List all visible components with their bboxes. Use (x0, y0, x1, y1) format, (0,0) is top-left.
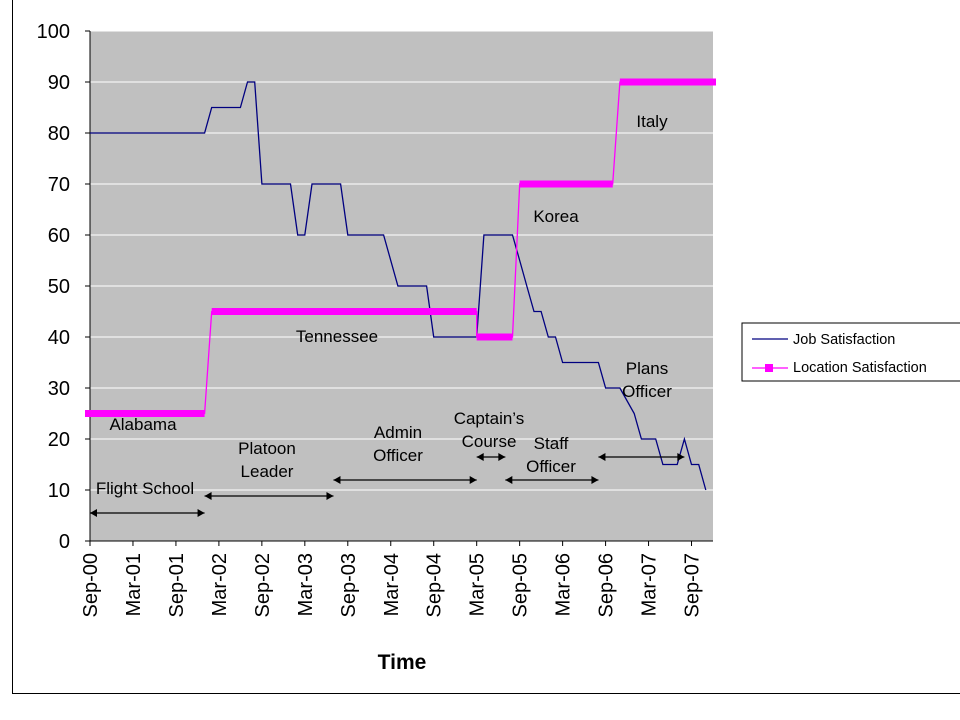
annotation-line: Officer (622, 382, 672, 401)
x-axis-title: Time (378, 651, 427, 674)
x-axis: Sep-00 Mar-01 Sep-01 Mar-02 Sep-02 Mar-03 Sep-… (80, 540, 713, 618)
x-tick-label: Mar-04 (381, 553, 403, 616)
y-tick-label: 10 (48, 480, 70, 502)
annotation-label: Admin Officer (373, 423, 423, 465)
x-tick-label: Mar-07 (639, 553, 661, 616)
series-group (85, 78, 716, 491)
x-tick-label: Sep-01 (166, 553, 188, 618)
annotation-line: Leader (241, 462, 294, 481)
annotation-label: Italy (636, 112, 668, 131)
x-tick-label: Sep-07 (682, 553, 704, 618)
x-tick-label: Sep-02 (252, 553, 274, 618)
y-tick-label: 90 (48, 72, 70, 94)
y-axis: 0 10 20 30 40 50 60 70 80 90 100 (37, 21, 91, 553)
legend-box (741, 322, 960, 382)
x-tick-label: Mar-05 (467, 553, 489, 616)
annotation-line: Admin (374, 423, 422, 442)
y-tick-label: 100 (37, 21, 70, 43)
y-tick-label: 70 (48, 174, 70, 196)
x-tick-label: Mar-06 (553, 553, 575, 616)
x-tick-label: Sep-05 (510, 553, 532, 618)
annotation-line: Officer (373, 446, 423, 465)
annotation-label: Platoon Leader (238, 439, 296, 481)
arrow-head-right (498, 453, 506, 461)
arrow-head-left (90, 509, 97, 517)
annotation-label: Alabama (109, 415, 177, 434)
arrow-head-left (505, 476, 513, 484)
gridlines (90, 30, 713, 491)
annotation-line: Staff (534, 434, 569, 453)
x-tick-label: Mar-01 (123, 553, 145, 616)
x-tick-label: Mar-02 (209, 553, 231, 616)
annotation-line: Plans (626, 359, 669, 378)
arrow-head-right (197, 509, 205, 517)
y-tick-label: 30 (48, 378, 70, 400)
x-tick-label: Sep-03 (338, 553, 360, 618)
legend-label-location-satisfaction: Location Satisfaction (793, 360, 927, 376)
annotations: Alabama Tennessee Korea Italy Flight School P… (96, 112, 672, 498)
y-tick-label: 60 (48, 225, 70, 247)
annotation-line: Course (462, 432, 517, 451)
assignment-arrows (90, 453, 685, 517)
x-tick-label: Sep-06 (596, 553, 618, 618)
arrow-head-left (333, 476, 341, 484)
arrow-head-left (476, 453, 484, 461)
annotation-line: Tennessee (296, 327, 378, 346)
legend-marker-location-satisfaction (765, 364, 773, 372)
annotation-line: Officer (526, 457, 576, 476)
annotation-label: Korea (533, 207, 579, 226)
chart-frame (12, 0, 960, 694)
arrow-head-left (204, 492, 212, 500)
arrow-head-right (469, 476, 477, 484)
arrow-head-right (677, 453, 685, 461)
annotation-label: Plans Officer (622, 359, 672, 401)
annotation-line: Italy (636, 112, 668, 131)
annotation-line: Captain’s (454, 409, 525, 428)
arrow-head-left (598, 453, 606, 461)
legend-label-job-satisfaction: Job Satisfaction (793, 332, 895, 348)
y-tick-label: 80 (48, 123, 70, 145)
series-line-job-satisfaction (90, 81, 707, 491)
y-tick-label: 50 (48, 276, 70, 298)
y-tick-label: 20 (48, 429, 70, 451)
annotation-line: Platoon (238, 439, 296, 458)
annotation-line: Flight School (96, 479, 194, 498)
annotation-line: Alabama (109, 415, 177, 434)
annotation-label: Tennessee (296, 327, 378, 346)
arrow-head-right (326, 492, 334, 500)
legend: Job Satisfaction Location Satisfaction (741, 322, 960, 382)
annotation-line: Korea (533, 207, 579, 226)
x-tick-label: Mar-03 (295, 553, 317, 616)
annotation-label: Staff Officer (526, 434, 576, 476)
annotation-label: Captain’s Course (454, 409, 525, 451)
y-tick-label: 40 (48, 327, 70, 349)
x-tick-label: Sep-00 (80, 553, 102, 618)
y-tick-label: 0 (59, 531, 70, 553)
arrow-head-right (591, 476, 599, 484)
annotation-label: Flight School (96, 479, 194, 498)
x-tick-label: Sep-04 (424, 553, 446, 618)
